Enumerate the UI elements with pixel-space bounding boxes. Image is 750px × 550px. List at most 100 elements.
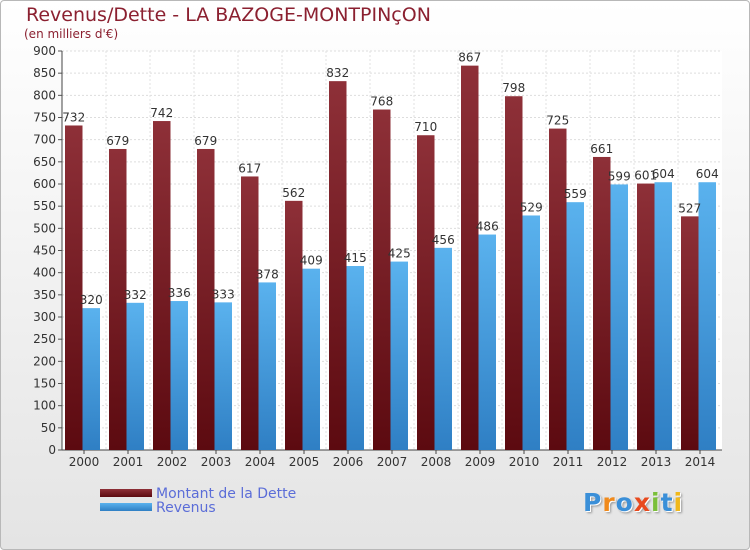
data-label-debt: 710 (414, 120, 437, 134)
bar-revenue (478, 234, 496, 450)
x-tick-label: 2010 (509, 455, 540, 469)
data-label-revenue: 320 (80, 293, 103, 307)
legend-label-debt: Montant de la Dette (156, 486, 297, 502)
x-tick-label: 2006 (333, 455, 364, 469)
data-label-revenue: 559 (564, 187, 587, 201)
y-tick-label: 900 (33, 44, 56, 58)
legend-swatch-debt (100, 489, 152, 497)
bar-debt (505, 96, 523, 450)
data-label-debt: 742 (150, 106, 173, 120)
data-label-revenue: 486 (476, 220, 499, 234)
data-label-revenue: 336 (168, 286, 191, 300)
data-label-revenue: 409 (300, 254, 323, 268)
bar-debt (549, 128, 567, 451)
chart-title: Revenus/Dette - LA BAZOGE-MONTPINçON (26, 4, 431, 26)
x-tick-label: 2011 (553, 455, 584, 469)
y-tick-label: 850 (33, 66, 56, 80)
bar-debt (461, 65, 479, 450)
bar-revenue (126, 302, 144, 450)
x-tick-label: 2008 (421, 455, 452, 469)
x-tick-label: 2007 (377, 455, 408, 469)
data-label-debt: 725 (546, 114, 569, 128)
data-label-revenue: 604 (696, 167, 719, 181)
data-label-revenue: 378 (256, 267, 279, 281)
legend-label-revenue: Revenus (156, 500, 216, 516)
data-label-debt: 562 (282, 186, 305, 200)
y-tick-label: 50 (41, 421, 56, 435)
data-label-revenue: 604 (652, 167, 675, 181)
bar-revenue (82, 308, 100, 450)
bar-debt (197, 148, 215, 450)
x-tick-label: 2013 (641, 455, 672, 469)
data-label-revenue: 456 (432, 233, 455, 247)
x-tick-label: 2004 (245, 455, 276, 469)
y-tick-label: 750 (33, 111, 56, 125)
y-tick-label: 600 (33, 177, 56, 191)
bar-revenue (302, 268, 320, 450)
data-label-revenue: 425 (388, 247, 411, 261)
bar-revenue (170, 301, 188, 450)
bar-revenue (346, 266, 364, 450)
x-tick-label: 2005 (289, 455, 320, 469)
bar-debt (65, 125, 83, 450)
y-tick-label: 550 (33, 199, 56, 213)
bar-debt (681, 216, 699, 450)
data-label-debt: 661 (590, 142, 613, 156)
data-label-debt: 768 (370, 95, 393, 109)
bar-revenue (214, 302, 232, 450)
data-label-debt: 527 (678, 201, 701, 215)
x-tick-label: 2003 (201, 455, 232, 469)
bar-revenue (390, 261, 408, 450)
bar-revenue (610, 184, 628, 450)
y-tick-label: 200 (33, 354, 56, 368)
y-tick-label: 150 (33, 377, 56, 391)
bar-debt (109, 148, 127, 450)
data-label-debt: 679 (194, 134, 217, 148)
proxiti-logo: Proxiti (583, 488, 684, 517)
y-tick-label: 700 (33, 133, 56, 147)
bar-debt (593, 156, 611, 450)
data-label-debt: 601 (634, 169, 657, 183)
y-tick-label: 800 (33, 88, 56, 102)
bar-revenue (654, 182, 672, 450)
data-label-debt: 732 (62, 110, 85, 124)
legend-item-debt: Montant de la Dette (100, 486, 360, 502)
data-label-revenue: 599 (608, 169, 631, 183)
y-tick-label: 400 (33, 266, 56, 280)
bar-revenue (522, 215, 540, 450)
data-label-debt: 798 (502, 81, 525, 95)
y-tick-label: 650 (33, 155, 56, 169)
bar-revenue (434, 247, 452, 450)
legend-item-revenue: Revenus (100, 500, 360, 516)
data-label-debt: 617 (238, 161, 261, 175)
data-label-debt: 832 (326, 66, 349, 80)
bar-debt (285, 200, 303, 450)
x-tick-label: 2001 (113, 455, 144, 469)
bar-revenue (566, 202, 584, 450)
data-label-revenue: 332 (124, 288, 147, 302)
data-label-revenue: 333 (212, 287, 235, 301)
y-tick-label: 100 (33, 399, 56, 413)
data-label-revenue: 529 (520, 200, 543, 214)
x-tick-label: 2009 (465, 455, 496, 469)
bar-revenue (258, 282, 276, 450)
x-tick-label: 2000 (69, 455, 100, 469)
y-tick-label: 300 (33, 310, 56, 324)
x-tick-label: 2002 (157, 455, 188, 469)
data-label-debt: 867 (458, 51, 481, 65)
x-tick-label: 2012 (597, 455, 628, 469)
y-tick-label: 350 (33, 288, 56, 302)
x-tick-label: 2014 (685, 455, 716, 469)
y-tick-label: 250 (33, 332, 56, 346)
bar-debt (153, 121, 171, 451)
chart-subtitle: (en milliers d'€) (24, 27, 119, 41)
bar-debt (329, 81, 347, 450)
y-tick-label: 0 (48, 443, 56, 457)
bar-revenue (698, 182, 716, 450)
y-tick-label: 500 (33, 221, 56, 235)
legend-swatch-revenue (100, 503, 152, 511)
bar-debt (417, 135, 435, 450)
bar-debt (241, 176, 259, 451)
bar-debt (637, 183, 655, 450)
